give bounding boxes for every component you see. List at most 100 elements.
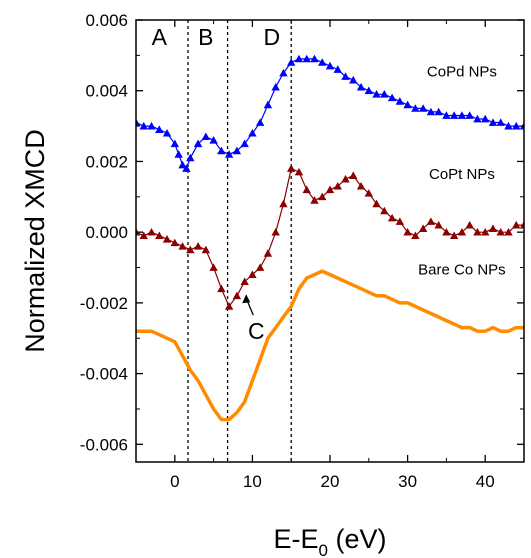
data-point <box>178 242 187 250</box>
data-point <box>271 82 280 91</box>
data-point <box>333 65 342 73</box>
data-point <box>224 302 234 310</box>
data-point <box>356 82 366 91</box>
x-tick-label: 30 <box>398 472 417 491</box>
data-point <box>174 150 183 158</box>
data-point <box>162 128 172 137</box>
data-point <box>209 263 218 271</box>
data-point <box>496 227 505 236</box>
data-point <box>380 90 389 98</box>
data-point <box>465 220 474 229</box>
data-point <box>232 146 242 155</box>
data-point <box>318 58 327 66</box>
data-point <box>519 220 524 229</box>
data-point <box>182 164 191 172</box>
data-point <box>349 171 358 179</box>
data-point <box>434 107 443 116</box>
data-point <box>457 227 467 236</box>
data-point <box>232 291 242 300</box>
y-tick-label: -0.006 <box>80 435 128 454</box>
data-point <box>395 217 405 225</box>
data-point <box>255 263 265 271</box>
data-point <box>449 111 459 119</box>
data-point <box>147 227 156 236</box>
data-point <box>318 192 327 201</box>
data-point <box>341 174 350 183</box>
data-point <box>178 160 187 169</box>
data-point <box>255 118 265 126</box>
data-point <box>418 104 428 112</box>
data-point <box>356 181 366 190</box>
data-point <box>170 139 179 148</box>
data-point <box>403 100 412 109</box>
data-point <box>170 238 179 247</box>
plot-frame <box>135 19 525 463</box>
data-point <box>302 54 311 63</box>
data-point <box>418 224 428 232</box>
region-label-d: D <box>263 24 280 50</box>
series-layer <box>136 54 524 422</box>
data-point <box>193 242 203 250</box>
data-point <box>209 136 218 144</box>
data-point <box>263 249 273 257</box>
data-point <box>512 220 521 229</box>
data-point <box>364 189 373 197</box>
series-label: CoPt NPs <box>429 166 495 183</box>
data-point <box>411 104 420 112</box>
data-point <box>403 227 412 236</box>
annotation-arrowhead <box>242 294 251 304</box>
x-axis-title: E-E0 (eV) <box>274 524 387 558</box>
region-divider-lines <box>187 20 292 462</box>
data-point <box>380 206 389 215</box>
data-point <box>287 58 296 66</box>
data-point <box>442 111 451 119</box>
x-tick-label: 40 <box>476 472 495 491</box>
series-copd-nps <box>136 54 524 172</box>
data-point <box>457 111 467 119</box>
data-point <box>504 121 513 130</box>
data-point <box>139 231 148 240</box>
data-point <box>139 121 148 130</box>
data-point <box>325 185 335 194</box>
y-tick-label: 0.002 <box>85 152 128 171</box>
data-point <box>224 150 234 158</box>
data-point <box>248 270 257 278</box>
data-point <box>263 100 273 109</box>
data-point <box>162 235 172 243</box>
data-point <box>325 61 335 70</box>
data-point <box>465 111 474 119</box>
series-label: CoPd NPs <box>427 64 497 81</box>
data-point <box>201 245 211 254</box>
data-point <box>473 114 482 123</box>
data-point <box>333 181 342 190</box>
data-point <box>147 121 156 130</box>
data-point <box>426 217 436 225</box>
data-point <box>426 107 436 116</box>
y-axis-title: Normalized XMCD <box>20 129 50 353</box>
data-point <box>186 245 195 254</box>
x-tick-label: 10 <box>243 472 262 491</box>
data-point <box>512 121 521 130</box>
data-point <box>496 118 505 126</box>
data-point <box>201 132 211 141</box>
data-point <box>302 185 311 194</box>
data-point <box>155 231 164 240</box>
data-point <box>248 128 257 137</box>
data-point <box>217 284 226 293</box>
data-point <box>481 114 490 123</box>
data-point <box>387 93 397 102</box>
series-bare-co-nps <box>136 269 524 422</box>
data-point <box>155 125 164 133</box>
data-point <box>310 54 319 63</box>
data-point <box>434 220 443 229</box>
data-point <box>364 86 373 95</box>
data-point <box>488 118 498 126</box>
x-tick-label: 0 <box>170 472 179 491</box>
y-tick-label: 0.006 <box>85 11 128 30</box>
data-point <box>136 118 141 126</box>
data-point <box>411 231 420 240</box>
data-point <box>193 139 203 148</box>
series-line <box>136 269 524 422</box>
chart-labels: 0 10 20 30 40 -0.006 -0.004 -0.002 0.000 0.002 0.0… <box>20 11 506 558</box>
